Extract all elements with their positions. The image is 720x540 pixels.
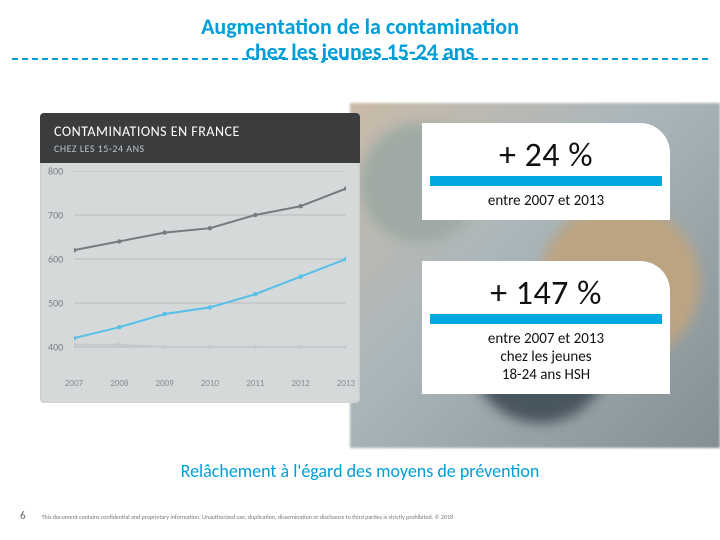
chart-ylabel: 600 [48, 252, 63, 265]
stat-pct-0: + 24 % [430, 135, 662, 176]
chart-svg [74, 171, 346, 367]
chart-xlabel: 2013 [328, 378, 360, 389]
chart-panel: CONTAMINATIONS EN FRANCE CHEZ LES 15-24 … [40, 113, 360, 403]
title-block: Augmentation de la contamination chez le… [0, 0, 720, 65]
chart-xlabel: 2009 [147, 378, 183, 389]
chart-ylabel: 700 [48, 208, 63, 221]
chart-title: CONTAMINATIONS EN FRANCE [54, 123, 346, 140]
chart-xlabel: 2011 [237, 378, 273, 389]
chart-header: CONTAMINATIONS EN FRANCE CHEZ LES 15-24 … [40, 113, 360, 163]
chart-subtitle: CHEZ LES 15-24 ANS [54, 142, 346, 155]
chart-xlabel: 2010 [192, 378, 228, 389]
footer: 6 This document contains confidential an… [0, 505, 720, 524]
stat-accent-1 [430, 314, 662, 324]
chart-xlabel: 2012 [283, 378, 319, 389]
stat-sub-0: entre 2007 et 2013 [430, 192, 662, 210]
title-divider [12, 58, 708, 60]
chart-xlabel: 2008 [101, 378, 137, 389]
chart-xlabel: 2007 [56, 378, 92, 389]
stat-accent-0 [430, 176, 662, 186]
title-line1: Augmentation de la contamination [0, 14, 720, 39]
stat-pct-1: + 147 % [430, 273, 662, 314]
title-line2: chez les jeunes 15-24 ans [0, 39, 720, 64]
chart-ylabel: 800 [48, 164, 63, 177]
content-area: CONTAMINATIONS EN FRANCE CHEZ LES 15-24 … [0, 93, 720, 473]
subtitle: Relâchement à l'égard des moyens de prév… [0, 460, 720, 482]
stat-box-1: + 147 % entre 2007 et 2013chez les jeune… [422, 261, 670, 394]
stat-sub-1: entre 2007 et 2013chez les jeunes18-24 a… [430, 330, 662, 384]
chart-ylabel: 500 [48, 296, 63, 309]
stat-box-0: + 24 % entre 2007 et 2013 [422, 123, 670, 220]
page-number: 6 [20, 509, 38, 522]
chart-area: 400 500 600 700 800 2007 2008 2009 2010 2011 2012 2… [40, 163, 360, 395]
disclaimer: This document contains confidential and … [42, 513, 453, 521]
chart-ylabel: 400 [48, 340, 63, 353]
